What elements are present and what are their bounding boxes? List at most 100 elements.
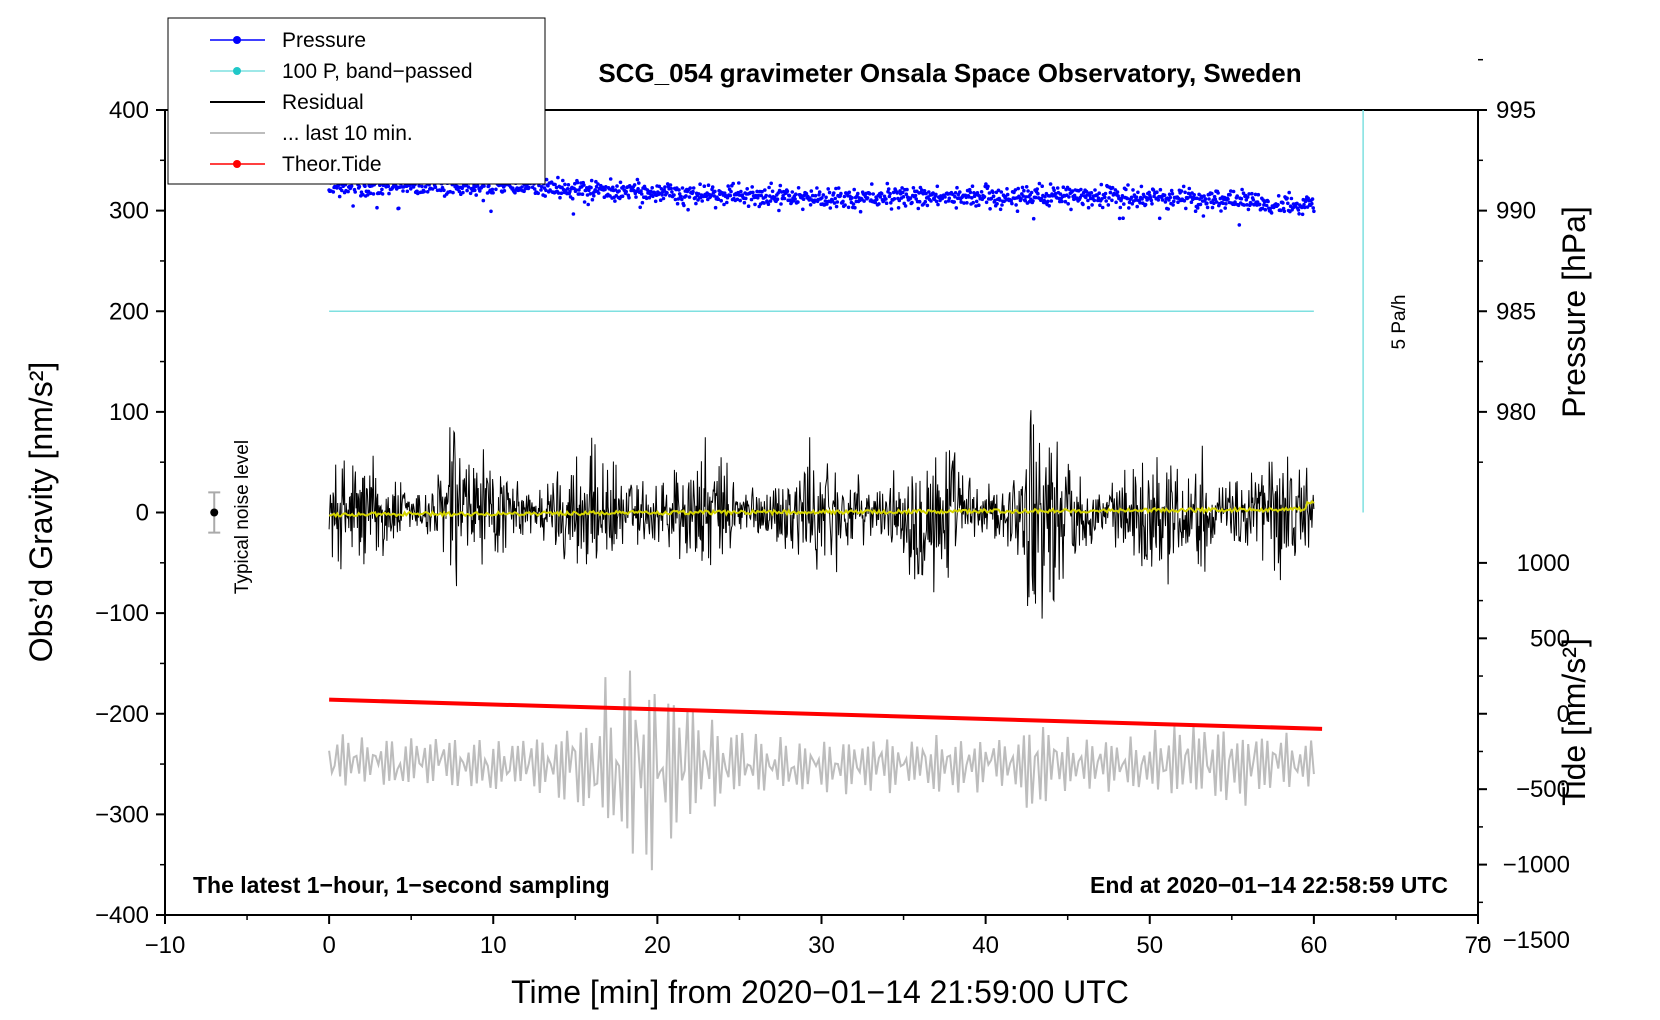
pressure-point (801, 197, 806, 201)
pressure-point (1228, 193, 1232, 197)
pressure-point (1226, 197, 1230, 201)
pressure-point (1130, 202, 1135, 206)
pressure-point (770, 189, 775, 194)
pressure-point (409, 187, 413, 191)
pressure-point (544, 177, 549, 182)
pressure-point (796, 200, 800, 204)
pressure-point (680, 186, 685, 190)
pressure-point (828, 206, 833, 210)
pressure-point (386, 184, 391, 189)
pressure-point (953, 194, 957, 199)
pressure-point (1019, 197, 1023, 201)
pressure-point (1249, 202, 1253, 206)
pressure-point (1222, 195, 1227, 200)
pressure-point (1296, 208, 1301, 212)
pressure-point (903, 204, 908, 208)
pressure-point (405, 189, 410, 194)
pressure-point (1182, 199, 1187, 203)
pressure-point (375, 205, 379, 210)
pressure-point (766, 202, 771, 206)
pressure-point (582, 200, 587, 204)
pressure-tick-label: 980 (1496, 399, 1536, 426)
pressure-point (331, 190, 336, 194)
pressure-point (632, 183, 637, 187)
pressure-point (1245, 203, 1249, 207)
pressure-point (554, 185, 559, 190)
pressure-point (1170, 191, 1175, 196)
pressure-point (1086, 205, 1091, 210)
tide-line (329, 697, 1323, 731)
pressure-point (571, 212, 576, 216)
pressure-point (592, 194, 596, 198)
pressure-point (962, 201, 966, 205)
pressure-point (1147, 190, 1151, 195)
pressure-point (587, 188, 591, 192)
pressure-point (835, 200, 840, 204)
pressure-point (1152, 194, 1156, 199)
pressure-point (946, 199, 951, 203)
pressure-point (974, 204, 978, 208)
pressure-point (387, 191, 391, 196)
pressure-point (900, 186, 904, 190)
pressure-point (1117, 216, 1122, 221)
pressure-point (563, 182, 567, 187)
legend-marker-pressure (233, 36, 241, 44)
pressure-point (839, 191, 843, 196)
noise-level-label: Typical noise level (232, 440, 253, 594)
pressure-point (357, 184, 362, 189)
pressure-point (577, 192, 582, 196)
pressure-point (556, 175, 560, 180)
pressure-point (1107, 196, 1111, 200)
pressure-point (1192, 193, 1196, 197)
pressure-point (490, 187, 495, 192)
pressure-point (1115, 190, 1120, 194)
pressure-point (760, 189, 764, 194)
pressure-point (1063, 199, 1068, 204)
pressure-point (536, 191, 540, 196)
y-axis-title-tide: Tide [nm/s²] (1556, 638, 1592, 806)
pressure-point (1281, 201, 1285, 205)
pressure-point (875, 197, 879, 202)
pressure-point (1014, 203, 1018, 207)
pressure-point (782, 196, 787, 201)
pressure-point (1079, 193, 1084, 197)
pressure-point (796, 186, 801, 190)
pressure-point (451, 190, 455, 195)
pressure-point (611, 185, 615, 190)
pressure-point (1000, 203, 1004, 207)
pressure-point (910, 200, 914, 205)
pressure-point (1086, 198, 1090, 203)
pressure-point (888, 191, 892, 196)
pressure-point (617, 189, 621, 193)
pressure-point (768, 199, 773, 203)
pressure-point (755, 189, 759, 194)
pressure-point (824, 195, 828, 200)
x-axis-title: Time [min] from 2020−01−14 21:59:00 UTC (511, 974, 1129, 1010)
pressure-point (670, 190, 674, 194)
pressure-point (1040, 184, 1044, 188)
pressure-tick-label: 995 (1496, 97, 1536, 124)
pressure-point (1189, 200, 1194, 204)
pressure-point (624, 189, 628, 194)
pressure-point (1210, 205, 1215, 210)
pressure-point (596, 182, 600, 186)
pressure-point (1126, 183, 1130, 187)
pressure-point (494, 187, 498, 192)
legend-marker-tide (233, 160, 241, 168)
pressure-point (897, 198, 902, 203)
pressure-point (1300, 212, 1305, 217)
pressure-point (1134, 195, 1139, 199)
pressure-point (1139, 184, 1144, 189)
pressure-point (769, 181, 773, 186)
pressure-point (650, 186, 654, 190)
x-tick-label: 40 (972, 932, 999, 959)
pressure-point (729, 189, 733, 194)
pressure-point (887, 194, 892, 199)
pressure-point (856, 191, 860, 196)
x-tick-label: 60 (1301, 932, 1328, 959)
pressure-point (1110, 198, 1114, 203)
pressure-point (713, 189, 717, 194)
pressure-point (873, 200, 878, 205)
pressure-point (925, 203, 930, 208)
pressure-point (834, 186, 838, 191)
